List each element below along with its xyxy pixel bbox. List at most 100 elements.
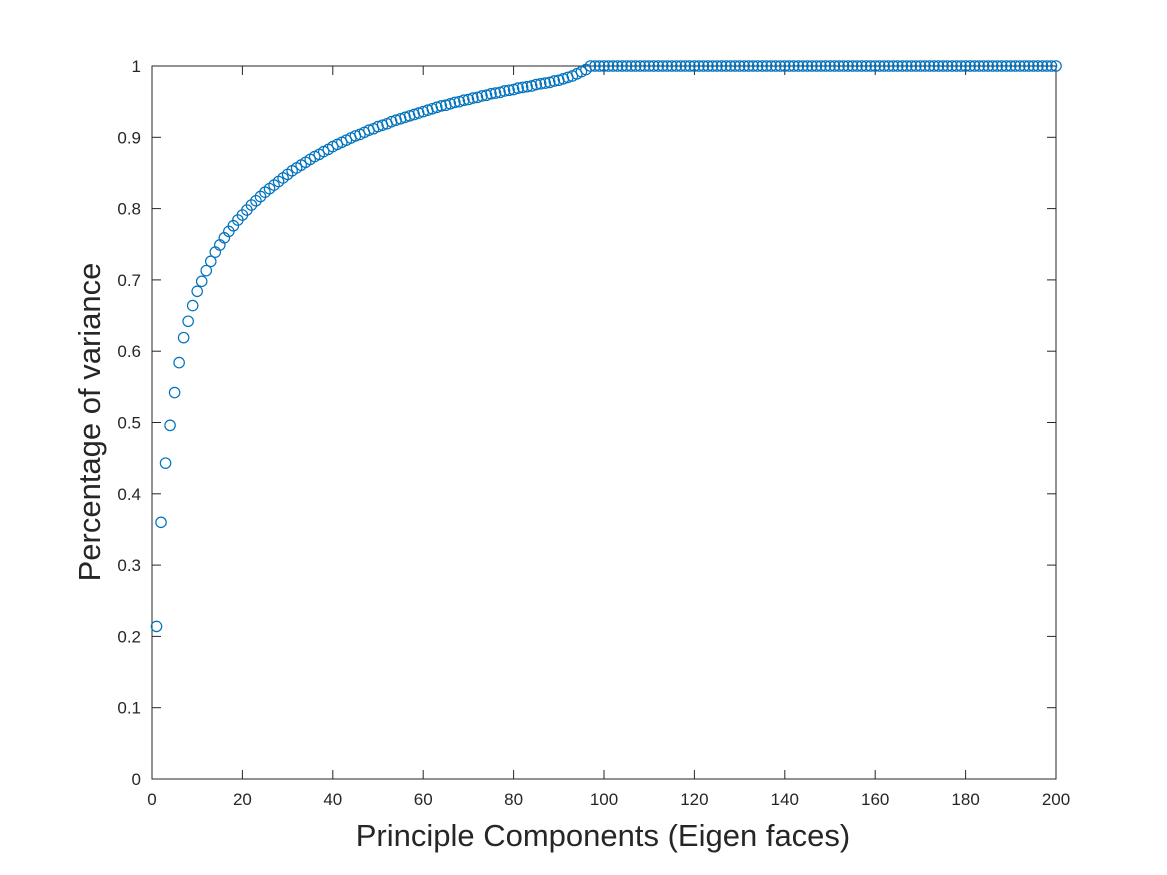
data-point	[824, 60, 836, 72]
data-point	[828, 60, 841, 72]
data-point	[435, 100, 448, 112]
data-point	[833, 60, 845, 72]
data-point	[815, 60, 827, 72]
data-point	[973, 60, 985, 72]
data-point	[864, 60, 877, 72]
data-point	[177, 331, 190, 344]
data-point	[516, 81, 529, 94]
data-markers	[150, 60, 1062, 633]
data-point	[751, 60, 764, 72]
data-point	[661, 60, 674, 72]
data-point	[742, 60, 755, 72]
y-tick-label: 0.1	[117, 699, 141, 718]
data-point	[1014, 60, 1026, 72]
data-point	[643, 60, 655, 72]
data-point	[1041, 60, 1053, 72]
x-tick-label: 160	[861, 790, 889, 809]
data-point	[733, 60, 746, 72]
data-point	[964, 60, 976, 72]
data-point	[458, 94, 470, 107]
x-tick-label: 200	[1042, 790, 1070, 809]
x-tick-label: 60	[414, 790, 433, 809]
data-point	[204, 255, 217, 268]
data-point	[593, 60, 606, 72]
data-point	[715, 60, 728, 72]
y-tick-label: 0	[132, 770, 141, 789]
data-point	[932, 60, 945, 72]
data-point	[769, 60, 782, 72]
data-point	[1004, 60, 1017, 72]
data-point	[955, 60, 967, 72]
data-point	[950, 60, 963, 72]
data-point	[521, 80, 533, 93]
y-tick-label: 0.8	[117, 200, 141, 219]
data-point	[467, 92, 479, 104]
data-point	[602, 60, 615, 72]
data-point	[905, 60, 918, 72]
data-point	[837, 60, 850, 72]
data-point	[616, 60, 628, 72]
data-point	[444, 97, 457, 110]
y-tick-label: 0.2	[117, 627, 141, 646]
data-point	[765, 60, 778, 72]
data-point	[629, 60, 642, 72]
data-point	[760, 60, 773, 72]
y-tick-label: 0.4	[117, 485, 141, 504]
data-point	[702, 60, 714, 72]
data-point	[1032, 60, 1044, 72]
data-point	[530, 78, 542, 91]
data-point	[191, 285, 203, 298]
data-point	[656, 60, 669, 72]
data-point	[919, 60, 931, 72]
data-point	[937, 60, 949, 72]
x-tick-label: 0	[147, 790, 156, 809]
data-point	[471, 91, 484, 104]
data-point	[901, 60, 913, 72]
data-point	[548, 75, 561, 87]
data-point	[946, 60, 958, 72]
data-point	[910, 60, 922, 72]
data-point	[914, 60, 927, 72]
data-point	[778, 60, 791, 72]
data-point	[250, 194, 262, 207]
data-point	[711, 60, 723, 72]
data-point	[254, 190, 267, 203]
axis-ticks: 0 20 40 60 80 100 120 140 160 180 200 0 0.1 0.2 0.3 0.4…	[117, 57, 1070, 809]
data-point	[724, 60, 737, 72]
data-point	[797, 60, 809, 72]
data-point	[846, 60, 859, 72]
data-point	[882, 60, 895, 72]
data-point	[539, 77, 552, 89]
data-point	[665, 60, 678, 72]
data-point	[873, 60, 886, 72]
data-point	[195, 275, 208, 288]
data-point	[891, 60, 904, 72]
data-point	[620, 60, 633, 72]
data-point	[819, 60, 832, 72]
data-point	[611, 60, 624, 72]
data-point	[1045, 60, 1058, 72]
data-point	[706, 60, 719, 72]
x-tick-label: 100	[590, 790, 618, 809]
data-point	[182, 315, 194, 328]
data-point	[164, 419, 176, 432]
data-point	[1018, 60, 1031, 72]
data-point	[720, 60, 732, 72]
data-point	[855, 60, 868, 72]
data-point	[896, 60, 909, 72]
data-point	[738, 60, 750, 72]
data-point	[647, 60, 660, 72]
data-point	[869, 60, 881, 72]
data-point	[747, 60, 759, 72]
data-point	[480, 89, 493, 102]
data-point	[476, 90, 488, 102]
data-point	[625, 60, 637, 72]
data-point	[589, 60, 601, 72]
data-point	[430, 101, 443, 114]
x-tick-label: 120	[680, 790, 708, 809]
data-point	[489, 87, 502, 99]
data-point	[697, 60, 710, 72]
data-point	[688, 60, 701, 72]
y-axis-label: Percentage of variance	[72, 263, 107, 582]
data-point	[977, 60, 990, 72]
